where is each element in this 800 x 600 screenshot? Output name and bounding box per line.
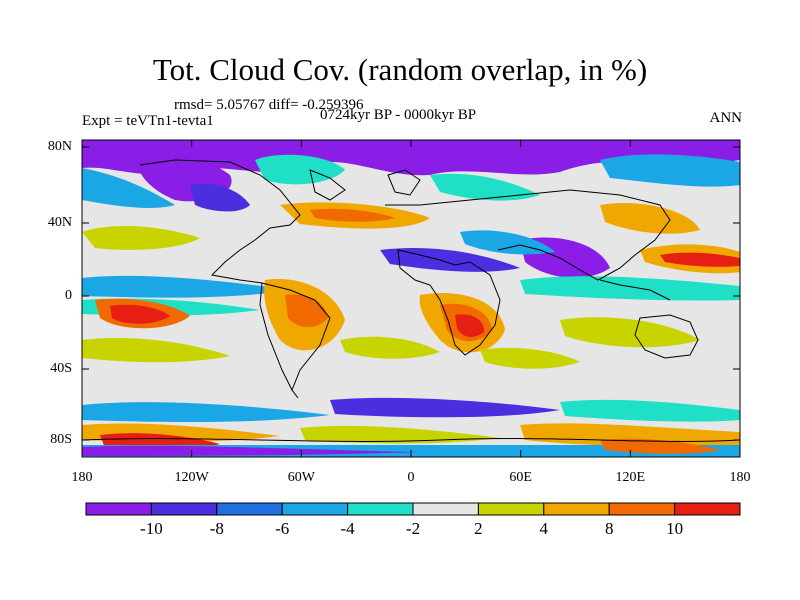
period-label: 0724kyr BP - 0000kyr BP [320,107,477,123]
colorbar-swatch [674,502,741,516]
colorbar-label: -6 [275,519,290,538]
stats-label: rmsd= 5.05767 diff= -0.259396 [174,97,364,113]
colorbar-label: 8 [604,519,614,538]
lat-tick-label: 40N [47,215,72,230]
colorbar-swatch [281,502,349,516]
colorbar-label: 4 [539,519,549,538]
lat-tick-label: 40S [50,361,72,376]
colorbar-label: 10 [666,519,684,538]
colorbar-swatch [412,502,479,516]
colorbar-label: 2 [474,519,483,538]
colorbar-swatch [150,502,218,516]
lat-tick-label: 0 [65,288,72,303]
colorbar-label: -10 [140,519,163,538]
coastlines [82,159,740,442]
colorbar-swatch [543,502,610,516]
colorbar-swatch [608,502,676,516]
colorbar-swatch [216,502,283,516]
colorbar-swatch [347,502,414,516]
lat-tick-label: 80N [47,139,72,154]
colorbar-label: -8 [209,519,224,538]
colorbar-label: -2 [405,519,421,538]
colorbar-swatch [85,502,152,516]
lon-tick-label: 0 [407,470,415,485]
lon-tick-label: 180 [729,470,751,485]
lon-tick-label: 60W [287,470,315,485]
season-label: ANN [709,110,743,126]
lon-tick-label: 120W [174,470,209,485]
colorbar-swatch [477,502,545,516]
lon-tick-label: 60E [509,470,532,485]
colorbar-label: -4 [340,519,355,538]
experiment-label: Expt = teVTn1-tevta1 [82,113,214,129]
map-field [82,140,740,457]
colorbar [85,502,741,516]
axis-ticks [81,140,741,457]
lon-tick-label: 180 [71,470,93,485]
lon-tick-label: 120E [615,470,646,485]
plot-title: Tot. Cloud Cov. (random overlap, in %) [152,52,648,87]
lat-tick-label: 80S [50,432,72,447]
